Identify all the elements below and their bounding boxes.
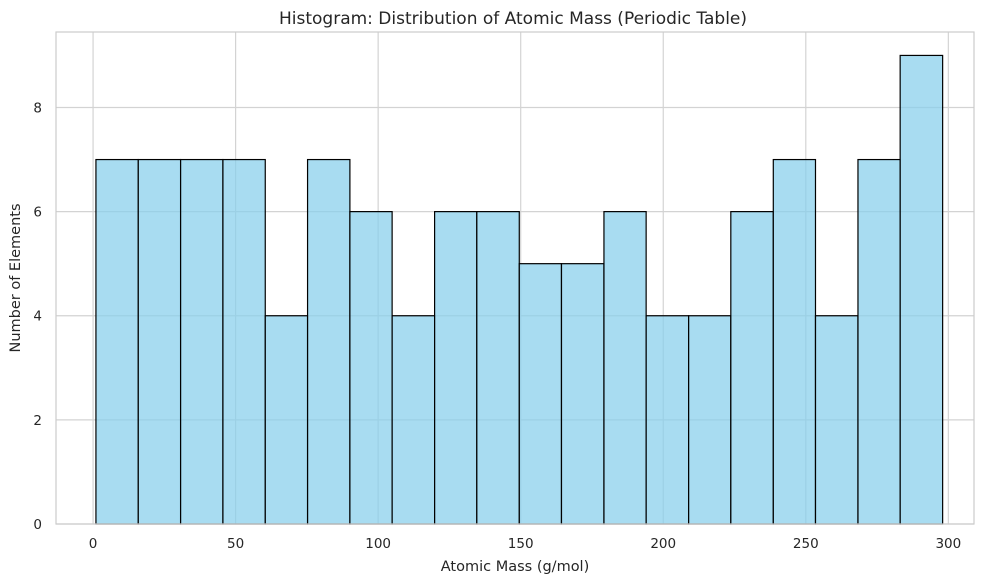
- histogram-bar: [476, 211, 520, 525]
- chart-title: Histogram: Distribution of Atomic Mass (…: [279, 9, 747, 29]
- x-tick-label: 150: [508, 536, 534, 552]
- y-axis-label: Number of Elements: [8, 203, 24, 352]
- y-tick-label: 6: [33, 205, 42, 221]
- histogram-bar: [645, 315, 690, 525]
- x-axis-label: Atomic Mass (g/mol): [441, 559, 590, 575]
- histogram-bar: [434, 211, 478, 525]
- histogram-bar: [899, 54, 944, 525]
- y-tick-label: 8: [33, 100, 42, 116]
- x-tick-label: 50: [227, 536, 244, 552]
- histogram-bar: [560, 263, 605, 525]
- x-tick-label: 250: [793, 536, 819, 552]
- histogram-bar: [772, 158, 817, 525]
- histogram-bar: [306, 158, 351, 525]
- histogram-bar: [95, 158, 139, 525]
- x-tick-label: 200: [650, 536, 676, 552]
- histogram-bar: [222, 158, 266, 525]
- y-tick-label: 4: [33, 309, 42, 325]
- x-tick-label: 0: [89, 536, 98, 552]
- histogram-bar: [518, 263, 563, 525]
- histogram-bar: [179, 158, 224, 525]
- histogram-bar: [264, 315, 309, 525]
- y-tick-label: 0: [33, 517, 42, 533]
- x-tick-label: 100: [365, 536, 391, 552]
- histogram-bars: [95, 54, 944, 525]
- y-tick-label: 2: [33, 413, 42, 429]
- histogram-bar: [730, 211, 774, 525]
- histogram-bar: [814, 315, 859, 525]
- histogram-bar: [391, 315, 436, 525]
- histogram-bar: [603, 211, 647, 525]
- histogram-bar: [137, 158, 182, 525]
- axis-ticks: 0 50 100 150 200 250 300 0 2 4 6 8: [33, 100, 961, 552]
- histogram-bar: [349, 211, 393, 525]
- histogram-bar: [857, 158, 901, 525]
- x-tick-label: 300: [935, 536, 961, 552]
- histogram-bar: [688, 315, 732, 525]
- plot-area-frame: [55, 31, 975, 525]
